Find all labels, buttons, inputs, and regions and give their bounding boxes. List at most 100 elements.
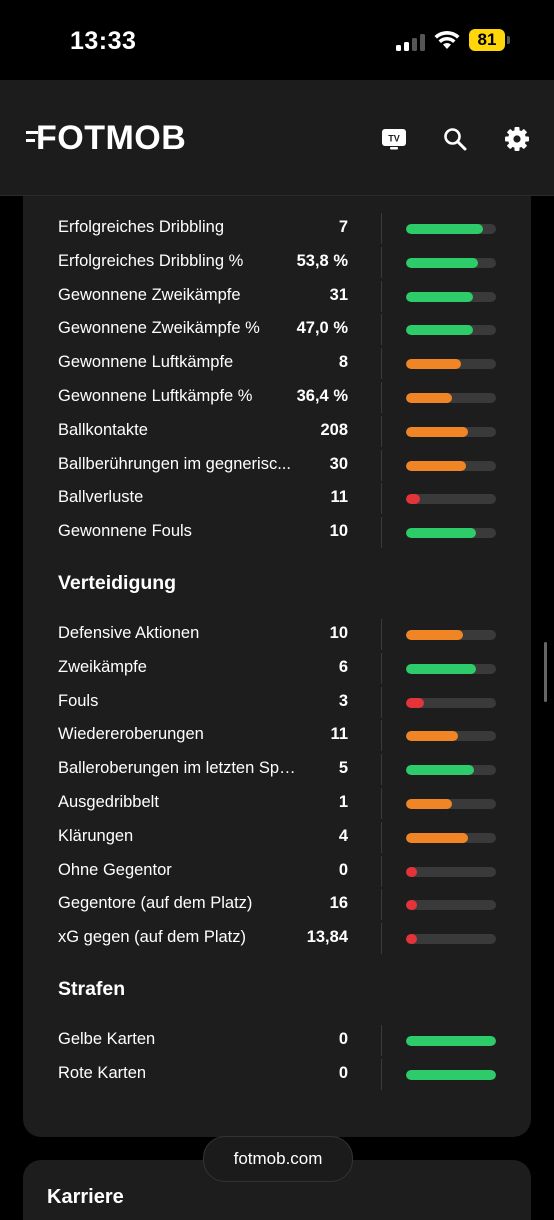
search-icon[interactable] [440, 124, 470, 154]
stat-divider [381, 483, 382, 515]
stat-divider [381, 314, 382, 346]
stat-label: Ballverluste [58, 488, 144, 507]
section-title-defense: Verteidigung [58, 572, 177, 594]
stat-row: Ballkontakte 208 [23, 415, 531, 449]
stat-value: 30 [329, 454, 348, 473]
percentile-bar-fill [406, 224, 483, 234]
stat-row: Ohne Gegentor 0 [23, 855, 531, 889]
stat-divider [381, 1025, 382, 1056]
stat-label: Gegentore (auf dem Platz) [58, 894, 253, 913]
stat-divider [381, 382, 382, 413]
percentile-bar [406, 426, 496, 437]
stat-divider [381, 415, 382, 447]
stat-divider [381, 348, 382, 380]
tv-icon[interactable]: TV [379, 124, 409, 154]
stat-row: Ballberührungen im gegnerisc... 30 [23, 449, 531, 483]
stat-value: 31 [329, 285, 348, 304]
stat-value: 11 [330, 488, 348, 507]
percentile-bar [406, 765, 496, 776]
stat-value: 6 [338, 657, 348, 676]
stat-value: 0 [338, 1063, 348, 1082]
wifi-icon [434, 30, 460, 49]
stat-row: Ausgedribbelt 1 [23, 787, 531, 821]
stat-row: Gewonnene Zweikämpfe 31 [23, 280, 531, 314]
percentile-bar-fill [406, 663, 477, 674]
stat-row: Erfolgreiches Dribbling 7 [23, 212, 531, 246]
stat-divider [381, 923, 382, 955]
stat-label: Ohne Gegentor [58, 860, 172, 879]
percentile-bar [406, 460, 496, 471]
stat-divider [381, 686, 382, 718]
stat-row: Gewonnene Luftkämpfe % 36,4 % [23, 381, 531, 415]
svg-text:TV: TV [388, 134, 400, 144]
stat-row: Ballverluste 11 [23, 482, 531, 516]
url-pill[interactable]: fotmob.com [203, 1136, 353, 1182]
stat-value: 16 [329, 894, 348, 913]
stat-value: 36,4 % [296, 387, 348, 405]
stat-label: xG gegen (auf dem Platz) [58, 928, 247, 947]
stat-label: Zweikämpfe [58, 657, 147, 676]
stat-label: Ausgedribbelt [58, 793, 159, 811]
logo-mark-icon [26, 131, 38, 142]
battery-nub [507, 36, 510, 44]
stat-label: Klärungen [58, 826, 134, 845]
percentile-bar [406, 731, 496, 742]
stat-row: Klärungen 4 [23, 821, 531, 855]
stat-label: Balleroberungen im letzten Spie... [58, 759, 298, 778]
stat-row: Rote Karten 0 [23, 1058, 531, 1092]
stat-value: 0 [338, 1030, 348, 1048]
stat-divider [381, 1058, 382, 1090]
stat-divider [381, 246, 382, 278]
stat-value: 4 [338, 826, 348, 845]
percentile-bar [406, 663, 496, 674]
stat-value: 5 [338, 759, 348, 778]
stat-label: Gelbe Karten [58, 1030, 156, 1048]
stat-label: Gewonnene Zweikämpfe % [58, 319, 260, 338]
cellular-signal-icon [396, 33, 426, 51]
stat-label: Erfolgreiches Dribbling [58, 218, 224, 236]
stat-label: Gewonnene Fouls [58, 522, 192, 541]
app-header: FOTMOB TV [0, 80, 554, 196]
stat-divider [381, 821, 382, 853]
stat-divider [381, 213, 382, 244]
stat-label: Erfolgreiches Dribbling % [58, 251, 244, 270]
percentile-bar-fill [406, 1036, 496, 1046]
stat-row: Defensive Aktionen 10 [23, 618, 531, 652]
stat-divider [381, 855, 382, 887]
percentile-bar [406, 1036, 496, 1046]
battery-indicator: 81 [469, 29, 505, 51]
stat-divider [381, 449, 382, 481]
percentile-bar [406, 224, 496, 234]
percentile-bar-fill [406, 393, 452, 403]
percentile-bar [406, 528, 496, 539]
percentile-bar-fill [406, 325, 473, 336]
scroll-indicator[interactable] [544, 642, 547, 702]
stat-divider [381, 652, 382, 684]
stat-divider [381, 280, 382, 312]
percentile-bar [406, 393, 496, 403]
stat-row: Balleroberungen im letzten Spie... 5 [23, 753, 531, 787]
percentile-bar-fill [406, 934, 417, 945]
percentile-bar-fill [406, 866, 417, 877]
stat-divider [381, 754, 382, 786]
gear-icon[interactable] [502, 124, 532, 154]
fotmob-logo[interactable]: FOTMOB [26, 118, 186, 158]
stat-row: Fouls 3 [23, 686, 531, 720]
percentile-bar-fill [406, 528, 477, 539]
stat-value: 0 [338, 860, 348, 879]
stat-label: Rote Karten [58, 1063, 147, 1082]
stat-divider [381, 788, 382, 819]
stat-row: Erfolgreiches Dribbling % 53,8 % [23, 246, 531, 280]
stat-value: 13,84 [306, 928, 348, 947]
percentile-bar-fill [406, 426, 469, 437]
percentile-bar-fill [406, 359, 461, 370]
percentile-bar-fill [406, 799, 452, 809]
stat-label: Fouls [58, 691, 99, 710]
percentile-bar [406, 359, 496, 370]
stat-value: 10 [329, 624, 348, 642]
stat-label: Ballberührungen im gegnerisc... [58, 454, 291, 473]
stat-value: 10 [329, 522, 348, 541]
stat-label: Gewonnene Zweikämpfe [58, 285, 241, 304]
stat-row: Gewonnene Luftkämpfe 8 [23, 347, 531, 381]
stat-label: Gewonnene Luftkämpfe % [58, 387, 253, 405]
